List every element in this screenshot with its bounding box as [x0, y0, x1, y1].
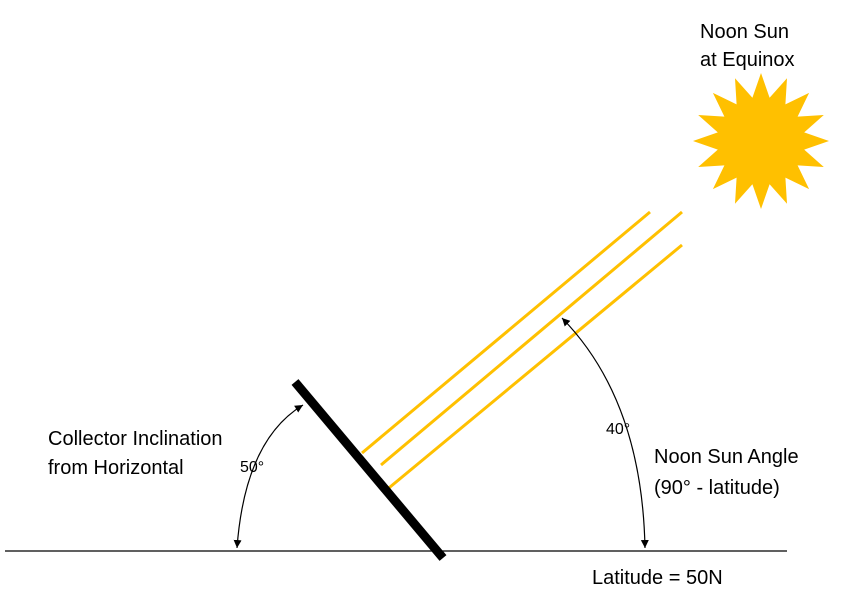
sun-rays: [361, 210, 683, 494]
collector-label: from Horizontal: [48, 457, 184, 479]
collector-angle: 50°: [240, 459, 264, 476]
sun-angle-label: Noon Sun Angle: [654, 446, 799, 468]
sun-label: at Equinox: [700, 49, 795, 71]
sun-ray: [383, 243, 683, 494]
collector-angle-arc: [233, 404, 304, 549]
collector-label: Collector Inclination: [48, 428, 223, 450]
sun-label: Noon Sun: [700, 21, 789, 43]
sun-angle: 40°: [606, 421, 630, 438]
sun-angle-arc: [561, 317, 649, 549]
sun-ray: [380, 210, 683, 467]
latitude-label: Latitude = 50N: [592, 567, 723, 589]
collector: [291, 379, 447, 561]
sun-ray: [361, 210, 651, 455]
sun: [693, 73, 829, 209]
sun-angle-label: (90° - latitude): [654, 477, 780, 499]
